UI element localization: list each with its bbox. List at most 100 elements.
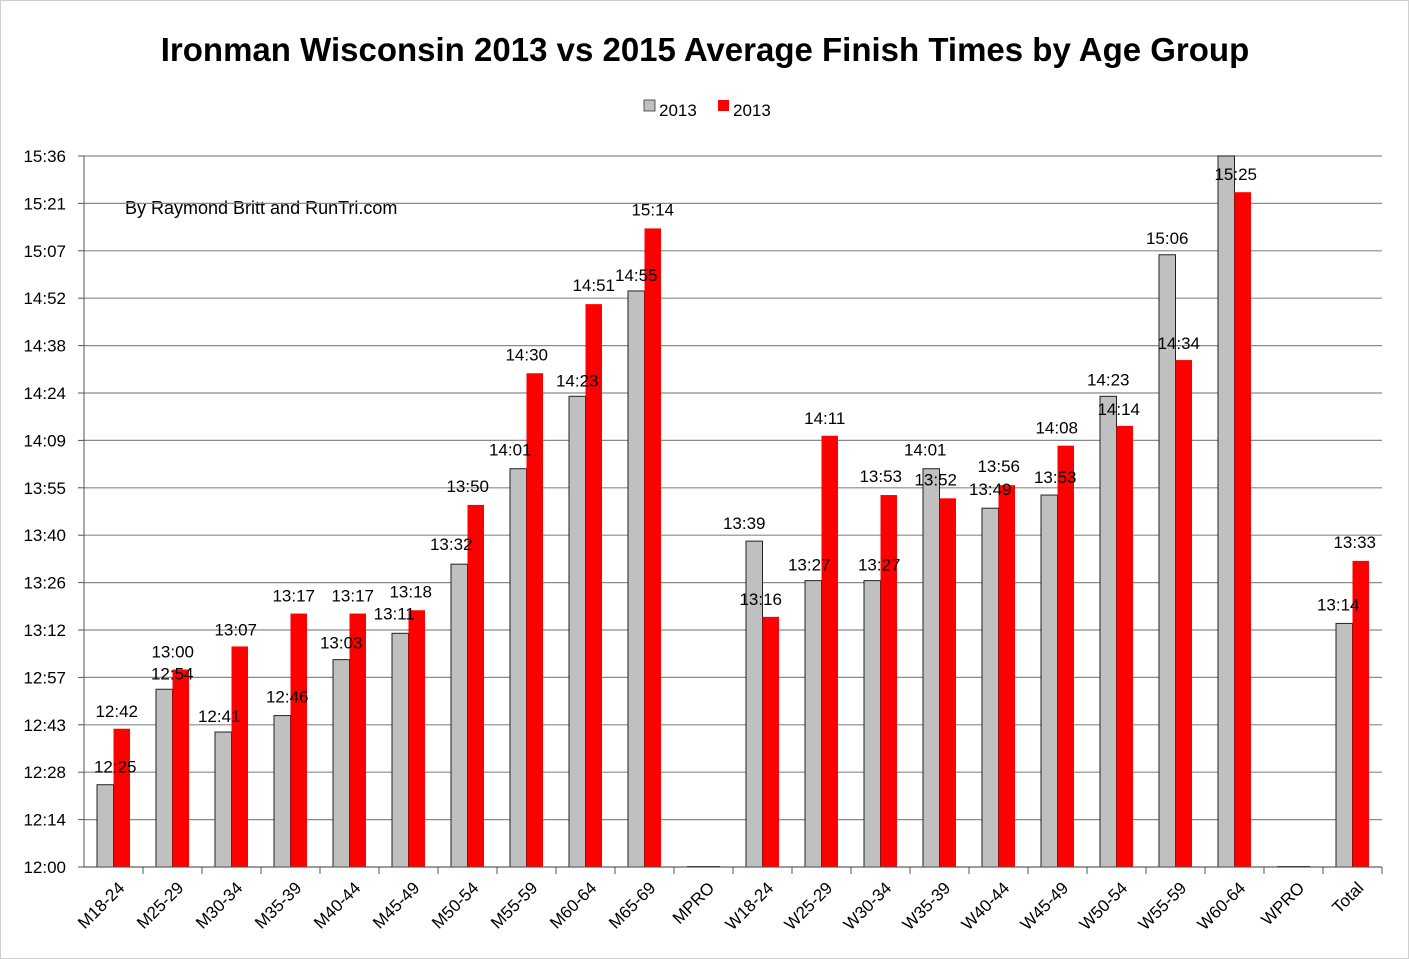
data-label-series-2: 13:16 — [739, 590, 782, 609]
data-label-series-1: 14:55 — [615, 266, 658, 285]
bar-series-1 — [1099, 395, 1117, 868]
data-label-series-1: 13:53 — [1034, 468, 1077, 487]
x-tick-label: M35-39 — [251, 878, 305, 932]
x-tick-label: W55-59 — [1135, 878, 1191, 934]
bar-series-1 — [332, 659, 350, 868]
bar-series-1 — [627, 290, 645, 868]
x-tick-label: W60-64 — [1194, 878, 1250, 934]
data-label-series-2: 13:17 — [331, 587, 374, 606]
bar-series-1 — [155, 688, 173, 868]
y-tick-label: 14:09 — [23, 431, 66, 450]
data-label-series-2: 13:56 — [977, 457, 1020, 476]
bar-series-2 — [467, 504, 484, 867]
x-tick-label: M65-69 — [605, 878, 659, 932]
x-tick-label: W25-29 — [781, 878, 837, 934]
y-tick-label: 12:43 — [23, 716, 66, 735]
bar-series-1 — [96, 784, 114, 868]
bar-series-1 — [922, 468, 940, 868]
y-tick-label: 12:14 — [23, 811, 66, 830]
bar-series-2 — [1116, 425, 1133, 867]
y-tick-label: 13:40 — [23, 526, 66, 545]
data-label-series-1: 14:23 — [1087, 370, 1130, 389]
x-tick-label: W40-44 — [958, 878, 1014, 934]
legend-swatch-series-2 — [718, 100, 729, 111]
data-label-series-1: 13:14 — [1317, 595, 1360, 614]
data-label-series-2: 15:14 — [631, 200, 674, 219]
data-label-series-2: 12:42 — [95, 702, 138, 721]
x-tick-label: W30-34 — [840, 878, 896, 934]
bar-series-1 — [1040, 494, 1058, 868]
bar-series-1 — [509, 468, 527, 868]
data-label-series-1: 13:39 — [723, 514, 766, 533]
x-tick-label: MPRO — [669, 878, 718, 927]
legend-label-series-2: 2013 — [733, 101, 771, 120]
bar-series-2 — [762, 616, 779, 867]
data-label-series-1: 13:27 — [858, 556, 901, 575]
data-label-series-2: 13:50 — [446, 477, 489, 496]
bar-series-2 — [880, 495, 897, 867]
data-label-series-1: 13:49 — [969, 480, 1012, 499]
data-label-series-1: 12:41 — [198, 707, 241, 726]
x-tick-label: W50-54 — [1076, 878, 1132, 934]
data-label-series-2: 14:08 — [1035, 419, 1078, 438]
y-tick-label: 12:00 — [23, 858, 66, 877]
x-tick-label: WPRO — [1257, 878, 1308, 929]
legend: 2013 2013 — [643, 99, 771, 120]
y-tick-label: 14:24 — [23, 384, 66, 403]
x-axis: M18-24 M25-29 M30-34 M35-39 M40-44 M45-49 M50-… — [74, 866, 1383, 934]
bar-series-2 — [1175, 360, 1192, 867]
y-tick-label: 14:38 — [23, 337, 66, 356]
bar-series-1 — [391, 632, 409, 868]
data-label-series-2: 14:34 — [1157, 334, 1200, 353]
bar-series-2 — [290, 613, 307, 867]
legend-swatch-series-1 — [643, 99, 656, 112]
x-tick-label: M45-49 — [369, 878, 423, 932]
bar-series-2 — [585, 304, 602, 867]
bar-series-2 — [644, 228, 661, 867]
data-label-series-2: 13:33 — [1333, 533, 1376, 552]
bar-series-2 — [231, 646, 248, 867]
data-label-series-2: 15:25 — [1214, 165, 1257, 184]
y-tick-label: 13:12 — [23, 621, 66, 640]
data-label-series-1: 13:27 — [788, 556, 831, 575]
data-label-series-2: 13:52 — [914, 470, 957, 489]
y-tick-label: 15:07 — [23, 242, 66, 261]
x-tick-label: M30-34 — [192, 878, 246, 932]
bar-series-2 — [526, 373, 543, 867]
bar-series-1 — [863, 580, 881, 868]
x-tick-label: M25-29 — [133, 878, 187, 932]
x-tick-label: W18-24 — [722, 878, 778, 934]
y-tick-label: 12:28 — [23, 763, 66, 782]
bars — [96, 155, 1369, 868]
bar-series-2 — [821, 435, 838, 867]
x-tick-label: Total — [1328, 878, 1367, 917]
bar-series-2 — [939, 498, 956, 867]
x-tick-label: W35-39 — [899, 878, 955, 934]
x-tick-label: W45-49 — [1017, 878, 1073, 934]
data-label-series-1: 15:06 — [1146, 229, 1189, 248]
data-label-series-1: 13:11 — [374, 604, 415, 623]
bar-series-1 — [804, 580, 822, 868]
y-tick-label: 13:55 — [23, 479, 66, 498]
y-tick-label: 13:26 — [23, 574, 66, 593]
bar-series-1 — [1217, 155, 1235, 868]
data-label-series-2: 13:00 — [151, 643, 194, 662]
data-label-series-2: 13:53 — [859, 467, 902, 486]
y-tick-label: 12:57 — [23, 668, 66, 687]
data-label-series-2: 14:14 — [1097, 400, 1140, 419]
data-label-series-1: 12:54 — [151, 664, 194, 683]
x-tick-label: M18-24 — [74, 878, 128, 932]
chart-title: Ironman Wisconsin 2013 vs 2015 Average F… — [161, 31, 1249, 68]
bar-series-1 — [981, 507, 999, 868]
data-label-series-1: 12:25 — [94, 758, 137, 777]
y-axis: 12:00 12:14 12:28 12:43 12:57 13:12 13:26 13:40… — [23, 147, 85, 877]
data-label-series-2: 13:18 — [389, 582, 432, 601]
y-tick-label: 14:52 — [23, 289, 66, 308]
bar-series-2 — [1234, 192, 1251, 868]
bar-series-2 — [349, 613, 366, 867]
data-label-series-1: 13:32 — [430, 535, 473, 554]
bar-series-1 — [273, 715, 291, 868]
bar-series-2 — [998, 485, 1015, 867]
